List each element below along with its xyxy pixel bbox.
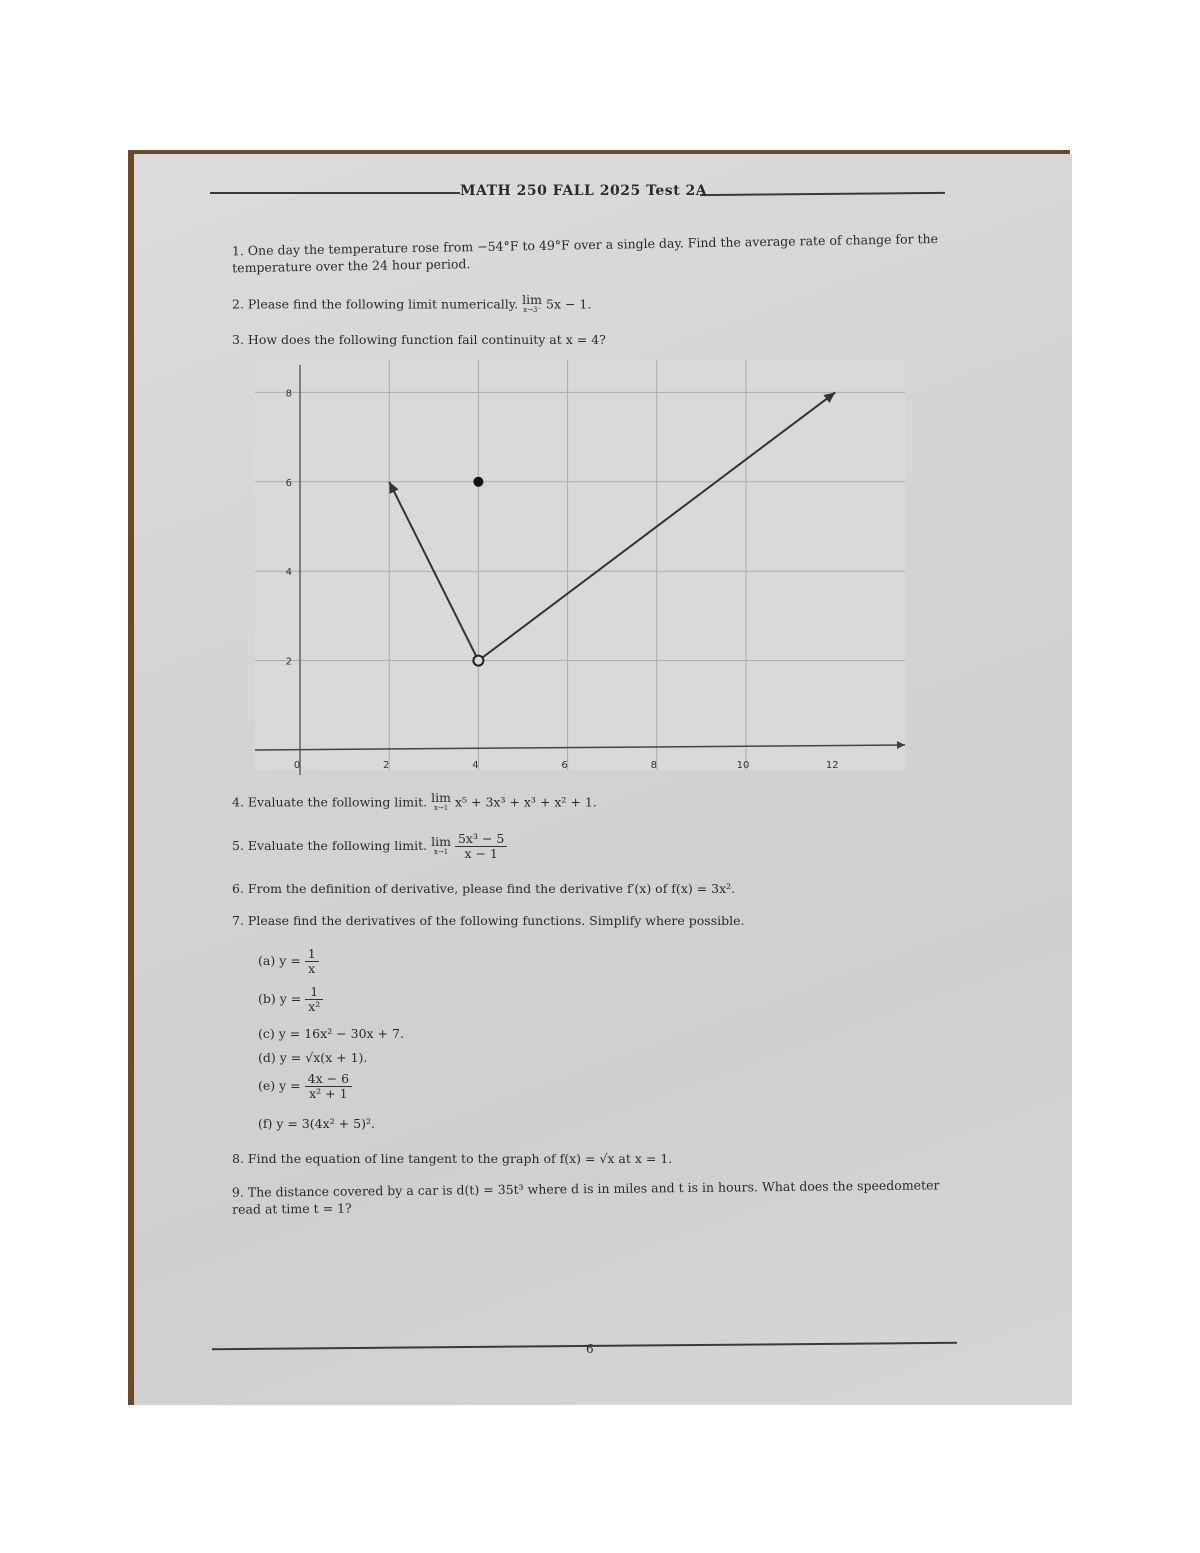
x-tick-label: 12 (826, 760, 839, 771)
subpart-c: (c) y = 16x² − 30x + 7. (258, 1026, 404, 1041)
y-tick-label: 8 (286, 388, 292, 399)
y-tick-label: 4 (286, 567, 292, 578)
question-3: 3. How does the following function fail … (232, 332, 606, 347)
question-6: 6. From the definition of derivative, pl… (232, 881, 736, 896)
subpart-d: (d) y = √x(x + 1). (258, 1050, 368, 1065)
y-tick-label: 6 (286, 478, 292, 489)
x-tick-label: 8 (651, 760, 657, 771)
question-4: 4. Evaluate the following limit. lim x→1 … (232, 790, 597, 812)
segment-arrowhead (823, 392, 836, 404)
page-title: MATH 250 FALL 2025 Test 2A (460, 183, 708, 199)
function-segment (388, 481, 480, 662)
x-tick-label: 10 (737, 760, 750, 771)
header-rule-left (210, 192, 460, 194)
subpart-f: (f) y = 3(4x² + 5)². (258, 1116, 375, 1131)
question-8: 8. Find the equation of line tangent to … (232, 1151, 673, 1166)
closed-point (473, 476, 484, 487)
open-point (472, 654, 485, 667)
question-2: 2. Please find the following limit numer… (232, 292, 592, 314)
x-axis-arrow (897, 741, 905, 749)
x-tick-label: 6 (561, 760, 567, 771)
page-number: 6 (586, 1342, 594, 1356)
subpart-b: (b) y = 1 x² (258, 985, 324, 1014)
subpart-e: (e) y = 4x − 6 x² + 1 (258, 1072, 353, 1101)
x-tick-label: 2 (383, 760, 389, 771)
x-axis (254, 744, 906, 751)
question-5: 5. Evaluate the following limit. lim x→1 … (232, 832, 508, 861)
function-segment (477, 391, 836, 662)
continuity-graph: 0 2 4 6 8 10 12 2 4 6 8 (254, 360, 906, 775)
x-tick-label: 0 (294, 760, 300, 771)
segment-arrowhead (389, 481, 399, 494)
y-tick-label: 2 (286, 657, 292, 668)
graph-background (255, 360, 905, 770)
question-7: 7. Please find the derivatives of the fo… (232, 913, 745, 928)
x-tick-label: 4 (472, 760, 478, 771)
